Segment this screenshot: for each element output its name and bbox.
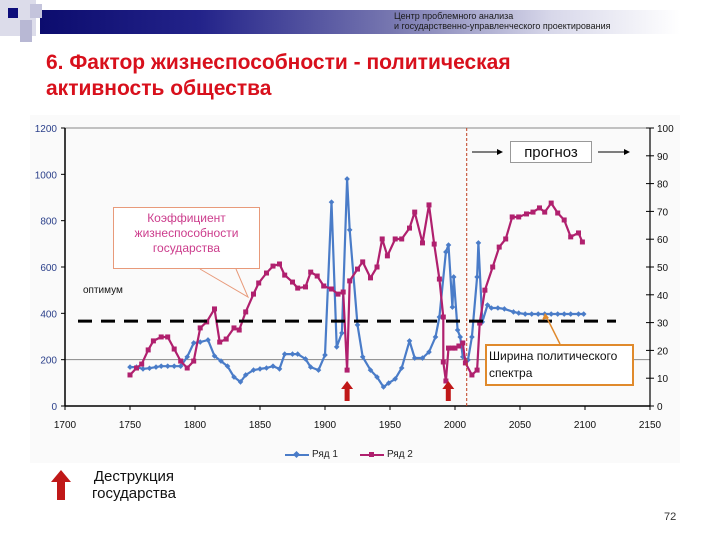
callout-line: государства [152,241,221,255]
svg-text:1750: 1750 [119,420,142,431]
title-line-2: активность общества [46,77,272,100]
legend-swatch-series2 [359,451,384,457]
svg-text:1000: 1000 [35,170,58,181]
optimum-label: оптимум [83,285,123,296]
svg-text:1950: 1950 [379,420,402,431]
svg-text:2050: 2050 [509,420,532,431]
chart-overlays [78,128,630,406]
title-line-1: 6. Фактор жизнеспособности - политическа… [46,51,511,74]
chart-axes: 0 200 400 600 800 1000 1200 0 10 20 30 40 50 60 70 80 90… [35,124,674,431]
header-gradient-bar [40,10,680,34]
width-label-line: спектра [489,366,533,380]
organization-name: Центр проблемного анализа и государствен… [394,11,611,31]
svg-text:50: 50 [657,263,669,274]
svg-text:1700: 1700 [54,420,77,431]
svg-text:10: 10 [657,374,669,385]
legend-item-series1: Ряд 1 [285,449,338,460]
legend-label: Ряд 2 [386,449,413,460]
org-line-2: и государственно-управленческого проекти… [394,21,611,31]
svg-text:600: 600 [40,263,57,274]
svg-text:2100: 2100 [574,420,597,431]
svg-text:400: 400 [40,309,57,320]
svg-text:80: 80 [657,180,669,191]
svg-text:20: 20 [657,346,669,357]
destruction-arrow-icon [51,470,71,500]
svg-text:0: 0 [51,402,57,413]
legend-swatch-series1 [285,450,309,458]
political-spectrum-width-label: Ширина политического спектра [485,344,634,386]
callout-line: Коэффициент [147,211,226,225]
svg-text:90: 90 [657,152,669,163]
svg-text:2000: 2000 [444,420,467,431]
forecast-label: прогноз [510,141,592,163]
slide-title: 6. Фактор жизнеспособности - политическа… [46,50,511,102]
viability-coefficient-callout: Коэффициент жизнеспособности государства [113,207,260,269]
svg-text:40: 40 [657,291,669,302]
svg-text:200: 200 [40,356,57,367]
svg-text:60: 60 [657,235,669,246]
org-line-1: Центр проблемного анализа [394,11,514,21]
chart-legend: Ряд 1 Ряд 2 [285,449,413,460]
svg-text:70: 70 [657,207,669,218]
destruction-line: государства [92,485,176,502]
legend-item-series2: Ряд 2 [359,449,413,460]
svg-text:100: 100 [657,124,674,135]
svg-text:800: 800 [40,217,57,228]
destruction-line: Деструкция [93,468,175,485]
svg-text:1800: 1800 [184,420,207,431]
corner-decoration [30,4,42,18]
svg-text:0: 0 [657,402,663,413]
svg-text:1200: 1200 [35,124,58,135]
width-label-line: Ширина политического [489,349,618,363]
destruction-legend-label: Деструкция государства [92,468,176,502]
svg-text:30: 30 [657,319,669,330]
callout-line: жизнеспособности [134,226,239,240]
svg-text:1900: 1900 [314,420,337,431]
corner-decoration [20,20,32,42]
svg-text:1850: 1850 [249,420,272,431]
chart-series [127,176,587,390]
bullet-square-icon [8,8,18,18]
svg-text:2150: 2150 [639,420,662,431]
page-number: 72 [664,511,677,523]
legend-label: Ряд 1 [312,449,338,460]
